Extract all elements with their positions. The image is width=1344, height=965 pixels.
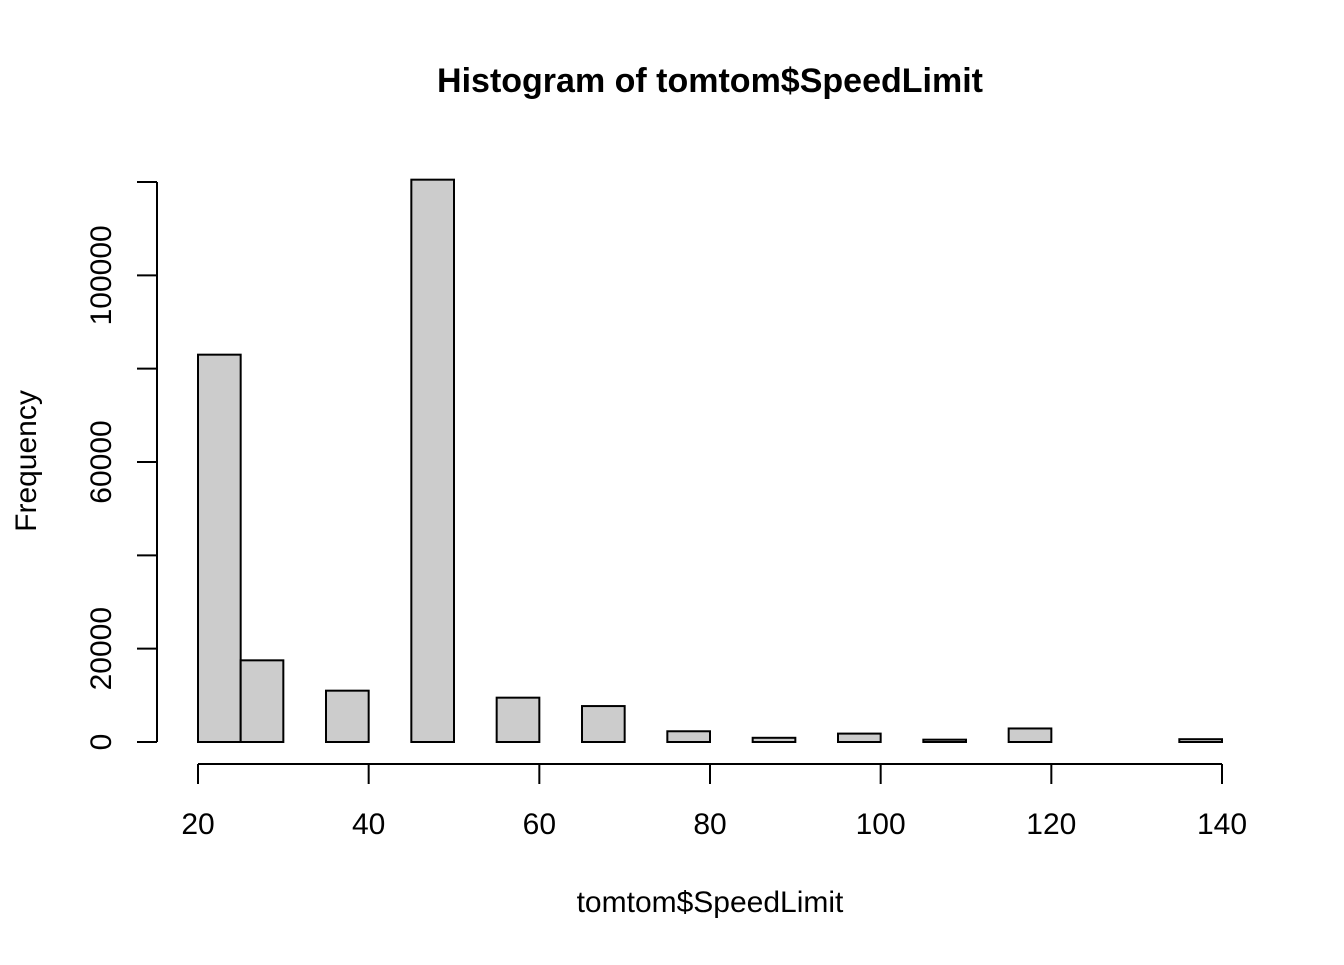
x-tick-label-60: 60	[523, 808, 556, 841]
x-tick-label-40: 40	[352, 808, 385, 841]
x-tick-label-80: 80	[693, 808, 726, 841]
y-tick-label-20000: 20000	[85, 607, 118, 690]
y-tick-label-0: 0	[85, 734, 118, 751]
histogram-bar-85-90	[751, 736, 797, 743]
x-tick-label-20: 20	[181, 808, 214, 841]
x-tick-label-120: 120	[1026, 808, 1076, 841]
histogram-bar-55-60	[495, 696, 541, 744]
histogram-bar-115-120	[1007, 727, 1053, 744]
histogram-bar-45-50	[410, 178, 456, 743]
histogram-bar-135-140	[1178, 738, 1224, 744]
histogram-bar-35-40	[325, 689, 370, 744]
histogram-bar-75-80	[666, 730, 711, 743]
y-tick-label-60000: 60000	[85, 420, 118, 503]
y-axis-label: Frequency	[10, 390, 43, 532]
histogram-bar-20-25	[197, 353, 242, 743]
chart-title: Histogram of tomtom$SpeedLimit	[437, 62, 983, 100]
x-axis-label: tomtom$SpeedLimit	[577, 886, 844, 919]
x-tick-label-100: 100	[856, 808, 906, 841]
y-tick-label-100000: 100000	[85, 225, 118, 325]
histogram-bar-105-110	[922, 738, 967, 744]
histogram-bar-25-30	[239, 659, 285, 743]
x-tick-label-140: 140	[1197, 808, 1247, 841]
x-axis: 20 40 60 80 100 120 140	[181, 763, 1247, 841]
histogram-bar-95-100	[837, 732, 882, 743]
histogram-bar-65-70	[581, 705, 626, 743]
histogram-bars	[197, 178, 1224, 744]
y-axis: 0 20000 60000 100000	[85, 181, 158, 751]
